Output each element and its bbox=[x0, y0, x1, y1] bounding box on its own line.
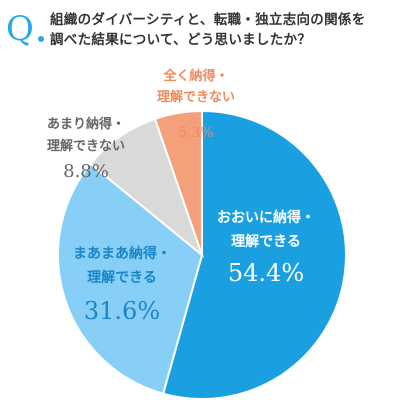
slice-label-4-line-1: 全く納得・ bbox=[162, 68, 228, 84]
slice-label-2-line-2: 理解できる bbox=[87, 269, 157, 286]
question-line-2: 調べた結果について、どう思いましたか？ bbox=[50, 32, 312, 48]
pie-slice-4 bbox=[153, 109, 203, 256]
slice-value-3: 8.8% bbox=[63, 161, 109, 182]
pie-slice-2 bbox=[57, 162, 204, 395]
slice-label-1-line-1: おおいに納得・ bbox=[217, 209, 315, 226]
slice-label-2-line-1: まあまあ納得・ bbox=[73, 245, 171, 262]
slice-label-3-line-2: 理解できない bbox=[47, 138, 125, 154]
slice-label-3-line-1: あまり納得・ bbox=[47, 116, 125, 132]
question-mark-dot bbox=[38, 36, 44, 42]
question-mark: Q bbox=[6, 9, 34, 49]
slice-label-1-line-2: 理解できる bbox=[231, 233, 301, 250]
slice-value-1: 54.4% bbox=[228, 259, 304, 287]
pie-slice-1 bbox=[161, 109, 348, 400]
slice-label-4-line-2: 理解できない bbox=[157, 89, 235, 105]
slice-value-4: 5.3% bbox=[178, 125, 214, 141]
slice-value-2: 31.6% bbox=[84, 297, 160, 325]
question-line-1: 組織のダイバーシティと、転職・独立志向の関係を bbox=[50, 12, 366, 28]
question-text: 組織のダイバーシティと、転職・独立志向の関係を 調べた結果について、どう思いまし… bbox=[50, 10, 395, 50]
